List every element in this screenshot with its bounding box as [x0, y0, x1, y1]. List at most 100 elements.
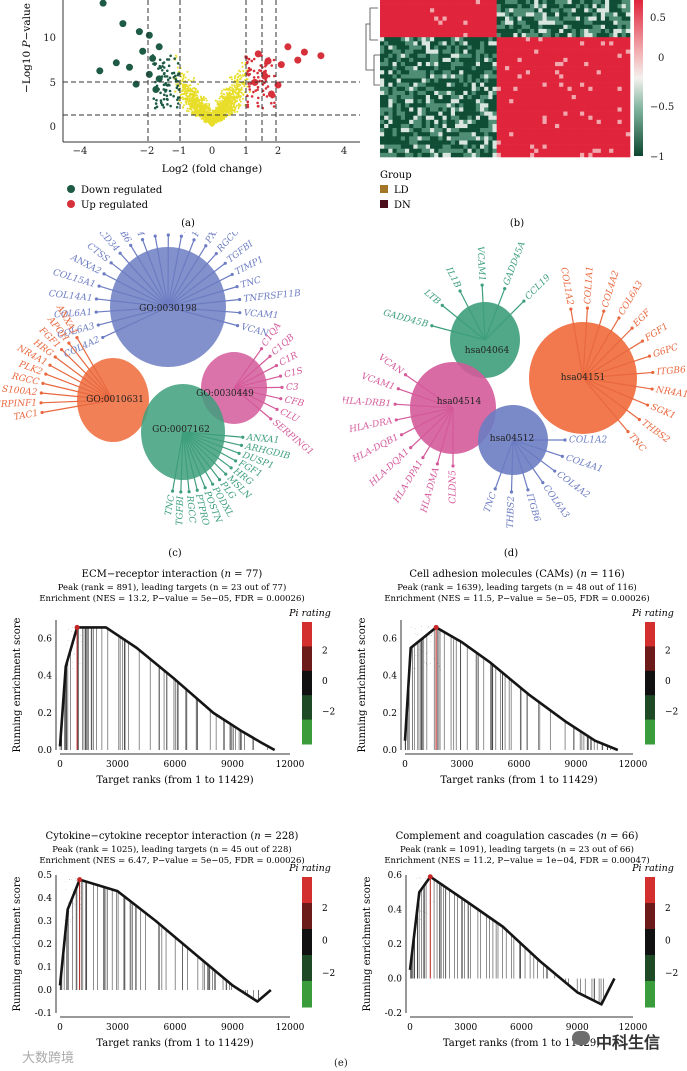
heatmap-cell — [484, 37, 489, 42]
x-tick: −4 — [73, 146, 88, 157]
heatmap-cell — [455, 86, 460, 92]
gene-point — [187, 86, 190, 89]
leading-gene-label: · — [80, 890, 81, 895]
gene-point — [238, 105, 241, 108]
gene-point — [216, 102, 219, 105]
leading-gene-label: · — [81, 639, 82, 644]
gene-point — [240, 89, 243, 92]
gene-node — [458, 289, 462, 293]
heatmap-cell — [438, 28, 443, 34]
heatmap-cell — [488, 103, 493, 108]
heatmap-cell — [471, 61, 477, 67]
gene-node — [239, 443, 244, 448]
panel-label-a: (a) — [181, 218, 195, 229]
heatmap-cell — [405, 49, 410, 55]
heatmap-cell — [388, 24, 393, 30]
heatmap-cell — [442, 128, 447, 133]
heatmap-cell — [605, 49, 610, 55]
gene-point — [204, 107, 207, 110]
heatmap-cell — [475, 99, 481, 104]
x-axis-label: Target ranks (from 1 to 11429) — [440, 775, 597, 786]
heatmap-cell — [400, 128, 406, 133]
leading-gene-label: · — [413, 666, 414, 671]
heatmap-cell — [388, 123, 393, 129]
heatmap-cell — [430, 148, 435, 154]
heatmap-cell — [438, 4, 443, 9]
heatmap-cell — [588, 144, 593, 150]
heatmap-cell — [467, 111, 472, 116]
heatmap-cell — [384, 140, 389, 145]
gene-label: TNFRSF11B — [243, 289, 301, 305]
heatmap-cell — [580, 49, 585, 55]
heatmap-cell — [550, 20, 556, 26]
heatmap-cell — [596, 49, 602, 55]
heatmap-cell — [584, 37, 589, 42]
heatmap-cell — [417, 140, 422, 145]
heatmap-cell — [521, 24, 527, 30]
heatmap-cell — [475, 78, 481, 83]
heatmap-cell — [613, 107, 618, 112]
heatmap-cell — [555, 107, 560, 112]
gene-node — [67, 341, 71, 345]
gene-point — [206, 116, 209, 119]
heatmap-cell — [609, 20, 614, 26]
gene-label: FGF1 — [643, 322, 671, 344]
heatmap-cell — [542, 53, 547, 59]
leading-gene-label: · — [69, 917, 70, 922]
heatmap-cell — [530, 74, 535, 79]
heatmap-cell — [530, 103, 535, 108]
gene-label: RGCC — [184, 494, 197, 524]
heatmap-cell — [588, 107, 593, 112]
heatmap-cell — [484, 111, 489, 116]
gene-node — [97, 284, 101, 288]
heatmap-cell — [480, 74, 485, 79]
heatmap-cell — [446, 0, 452, 5]
heatmap-cell — [521, 107, 527, 112]
leading-gene-label: · — [418, 647, 419, 652]
gene-point — [184, 76, 187, 79]
network-edge — [582, 327, 633, 379]
network-edge — [512, 439, 529, 490]
gsea-peak: Peak (rank = 1025), leading targets (n =… — [52, 844, 291, 855]
gene-node — [235, 285, 239, 289]
heatmap-cell — [559, 136, 564, 141]
heatmap-cell — [488, 140, 493, 145]
gene-point — [225, 96, 228, 99]
heatmap-cell — [596, 128, 602, 133]
network-edge — [422, 407, 454, 458]
heatmap-cell — [534, 78, 539, 83]
heatmap-cell — [459, 111, 464, 116]
heatmap-cell — [534, 74, 539, 79]
heatmap-cell — [525, 37, 531, 42]
heatmap-cell — [521, 53, 527, 59]
heatmap-cell — [596, 140, 602, 145]
heatmap-cell — [538, 107, 543, 112]
heatmap-cell — [459, 16, 464, 21]
heatmap-cell — [480, 16, 485, 21]
heatmap-cell — [384, 16, 389, 21]
network-edge — [171, 431, 184, 492]
heatmap-cell — [496, 86, 502, 92]
heatmap-cell — [471, 148, 477, 154]
heatmap-cell — [421, 82, 427, 88]
heatmap-cell — [425, 66, 431, 71]
heatmap-cell — [417, 24, 422, 30]
heatmap-cell — [496, 152, 502, 158]
hub-label: GO:0030449 — [196, 389, 254, 399]
heatmap-cell — [563, 99, 568, 104]
heatmap-cell — [588, 45, 593, 50]
heatmap-cell — [384, 57, 389, 63]
heatmap-cell — [467, 57, 472, 63]
leading-gene-label: · — [430, 898, 431, 903]
heatmap-cell — [600, 24, 606, 30]
heatmap-cell — [621, 74, 627, 79]
heatmap-cell — [450, 12, 456, 17]
heatmap-cell — [400, 95, 406, 100]
heatmap-cell — [492, 74, 497, 79]
heatmap-cell — [467, 4, 472, 9]
heatmap-cell — [396, 128, 402, 133]
heatmap-cell — [438, 0, 443, 5]
heatmap-cell — [434, 144, 439, 150]
heatmap-cell — [530, 82, 535, 88]
gene-node — [435, 462, 439, 466]
